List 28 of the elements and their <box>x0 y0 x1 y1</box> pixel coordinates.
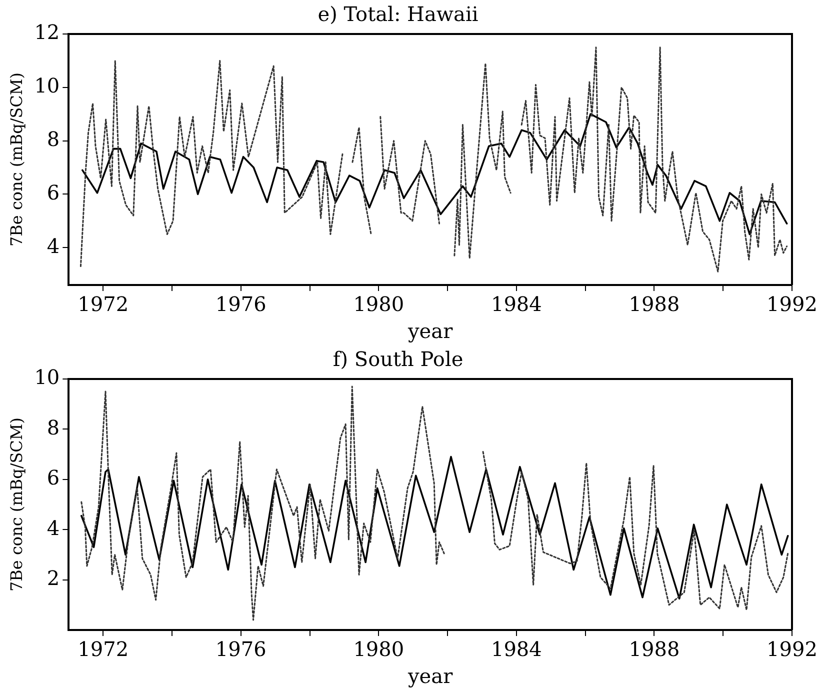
y-tick-label: 6 <box>46 466 60 490</box>
x-tick-label: 1980 <box>353 292 404 316</box>
x-tick-label: 1992 <box>766 292 818 316</box>
y-tick-label: 4 <box>46 516 60 540</box>
y-axis-title: 7Be conc (mBq/SCM) <box>6 417 26 592</box>
y-tick-label: 10 <box>34 74 60 98</box>
y-tick-label: 8 <box>46 415 60 440</box>
x-axis-title: year <box>407 664 454 688</box>
x-tick-label: 1988 <box>628 637 680 662</box>
y-tick-label: 10 <box>34 365 60 390</box>
y-tick-label: 6 <box>46 180 60 204</box>
x-tick-label: 1976 <box>215 637 266 662</box>
y-tick-label: 4 <box>46 234 60 258</box>
x-axis-title: year <box>407 319 454 344</box>
x-tick-label: 1976 <box>215 292 266 316</box>
x-tick-label: 1984 <box>490 292 542 316</box>
x-tick-label: 1984 <box>490 637 542 662</box>
x-tick-label: 1988 <box>628 292 680 316</box>
y-axis-title: 7Be conc (mBq/SCM) <box>6 72 26 247</box>
chart-title: e) Total: Hawaii <box>318 2 478 26</box>
x-tick-label: 1992 <box>766 637 818 662</box>
x-tick-label: 1972 <box>78 292 129 316</box>
chart-title: f) South Pole <box>332 347 464 372</box>
x-tick-label: 1972 <box>78 637 129 662</box>
y-tick-label: 12 <box>34 20 60 44</box>
y-tick-label: 8 <box>46 127 60 152</box>
y-tick-label: 2 <box>46 566 60 590</box>
x-tick-label: 1980 <box>353 637 404 662</box>
